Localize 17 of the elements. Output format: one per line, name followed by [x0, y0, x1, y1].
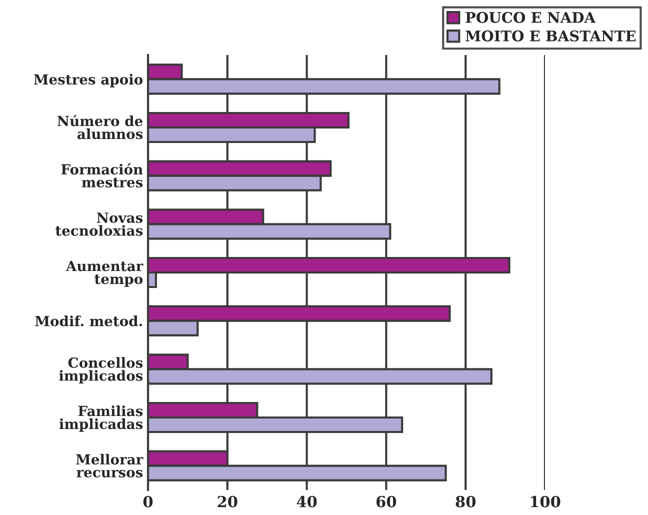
x-tick-label: 60: [376, 496, 396, 508]
y-tick-label: Modif. metod.: [35, 316, 142, 326]
y-tick-label: Mestres apoio: [34, 74, 143, 88]
x-tick-label: 100: [530, 496, 560, 508]
x-tick-label: 20: [218, 496, 238, 508]
x-tick-label: 80: [456, 496, 476, 508]
y-tick-label: Aumentar tempo: [66, 260, 144, 287]
y-tick-label: Concellos implicados: [59, 357, 143, 384]
y-tick-label: Familias implicadas: [59, 406, 143, 432]
y-tick-label: Número de alumnos: [57, 114, 143, 140]
y-tick-label: Formación mestres: [61, 163, 143, 188]
legend-label: MOITO E BASTANTE: [466, 30, 636, 42]
x-tick-label: 0: [143, 496, 153, 508]
legend-label: POUCO E NADA: [466, 12, 596, 23]
x-tick-label: 40: [296, 496, 317, 508]
y-tick-label: Mellorar recursos: [76, 454, 144, 478]
y-tick-label: Novas tecnoloxias: [55, 212, 143, 236]
